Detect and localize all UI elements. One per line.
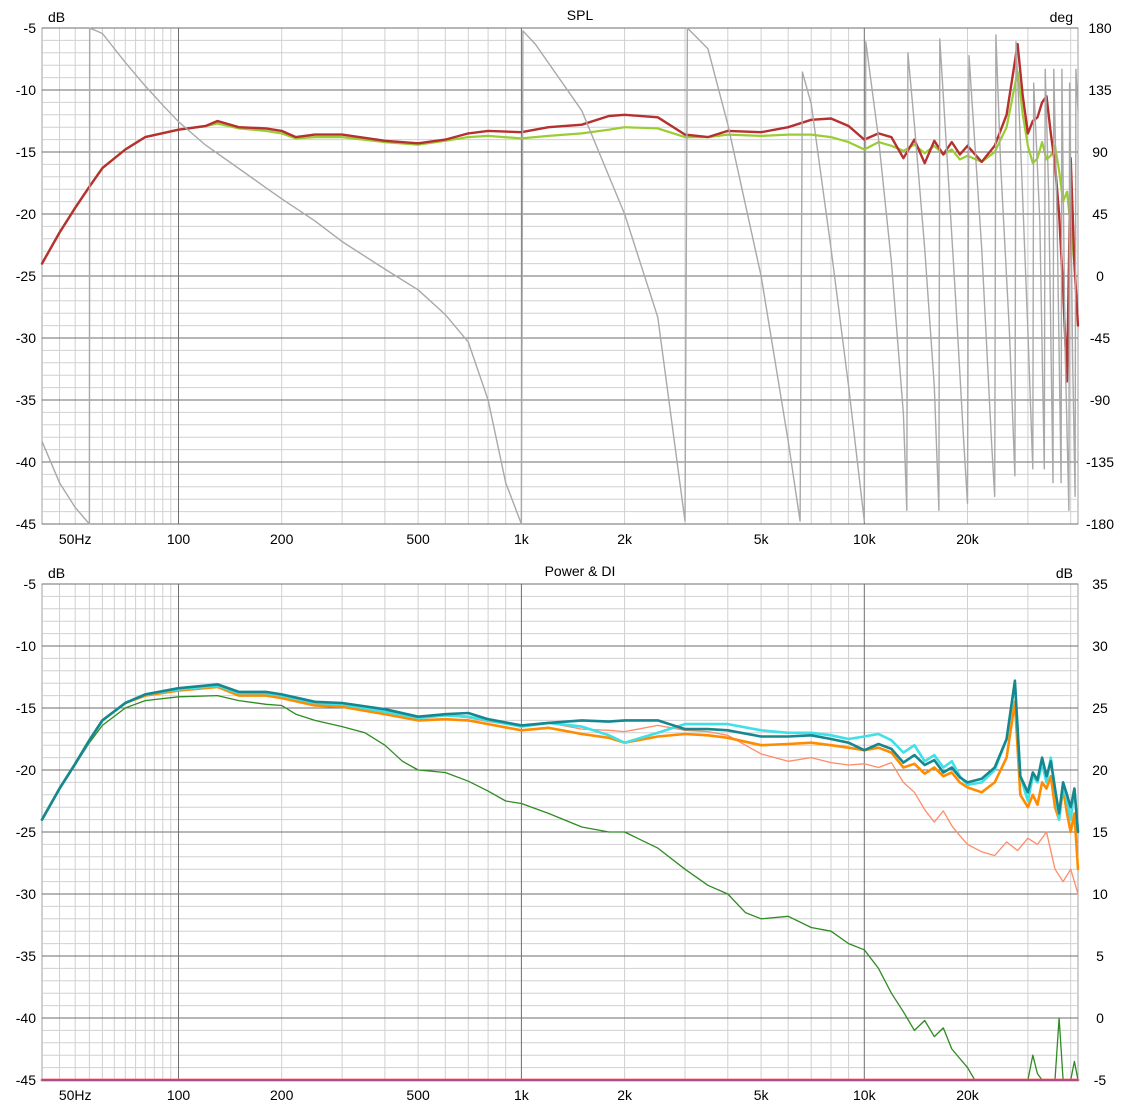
x-tick-label: 20k [956, 531, 980, 547]
y2-tick-label: -5 [1094, 1072, 1107, 1088]
x-tick-label: 2k [617, 1087, 633, 1103]
y2-tick-label: 15 [1092, 824, 1108, 840]
y2-tick-label: 180 [1088, 20, 1112, 36]
x-tick-label: 100 [167, 531, 191, 547]
y2-tick-label: 45 [1092, 206, 1108, 222]
y-tick-label: -15 [16, 700, 36, 716]
x-tick-label: 1k [514, 1087, 530, 1103]
y-tick-label: -30 [16, 330, 36, 346]
grid [42, 28, 1078, 524]
y2-tick-label: -180 [1086, 516, 1114, 532]
x-tick-label: 50Hz [59, 1087, 92, 1103]
y2-axis-label: dB [1056, 565, 1073, 581]
y2-tick-label: 10 [1092, 886, 1108, 902]
chart-title: Power & DI [545, 563, 616, 579]
y-tick-label: -10 [16, 638, 36, 654]
x-tick-label: 10k [853, 1087, 877, 1103]
y-tick-label: -10 [16, 82, 36, 98]
x-tick-label: 100 [167, 1087, 191, 1103]
y-tick-label: -40 [16, 1010, 36, 1026]
x-tick-label: 10k [853, 531, 877, 547]
x-tick-label: 500 [406, 531, 430, 547]
x-tick-label: 200 [270, 531, 294, 547]
x-tick-label: 2k [617, 531, 633, 547]
x-tick-label: 1k [514, 531, 530, 547]
y-tick-label: -20 [16, 206, 36, 222]
y2-tick-label: -135 [1086, 454, 1114, 470]
x-tick-label: 200 [270, 1087, 294, 1103]
y2-tick-label: 35 [1092, 576, 1108, 592]
y-tick-label: -45 [16, 516, 36, 532]
y-tick-label: -25 [16, 268, 36, 284]
y2-tick-label: 135 [1088, 82, 1112, 98]
x-tick-label: 5k [754, 531, 770, 547]
y2-tick-label: 0 [1096, 268, 1104, 284]
y-tick-label: -25 [16, 824, 36, 840]
y-tick-label: -45 [16, 1072, 36, 1088]
x-tick-label: 5k [754, 1087, 770, 1103]
y2-tick-label: -45 [1090, 330, 1110, 346]
y-tick-label: -35 [16, 392, 36, 408]
y2-tick-label: 30 [1092, 638, 1108, 654]
y2-tick-label: 90 [1092, 144, 1108, 160]
y-axis-label: dB [48, 9, 65, 25]
y-tick-label: -35 [16, 948, 36, 964]
spl-chart: SPL dB deg 50Hz 100 200 500 1k 2k 5k 10k 20k -5 -10 -1… [0, 0, 1122, 550]
grid [42, 584, 1078, 1080]
y2-tick-label: 20 [1092, 762, 1108, 778]
y2-axis-label: deg [1050, 9, 1073, 25]
x-tick-label: 50Hz [59, 531, 92, 547]
y2-tick-label: 5 [1096, 948, 1104, 964]
x-tick-label: 500 [406, 1087, 430, 1103]
y-tick-label: -40 [16, 454, 36, 470]
y-axis-label: dB [48, 565, 65, 581]
x-tick-label: 20k [956, 1087, 980, 1103]
y-tick-label: -5 [24, 576, 37, 592]
y-tick-label: -20 [16, 762, 36, 778]
chart-title: SPL [567, 7, 594, 23]
y-tick-label: -30 [16, 886, 36, 902]
y-tick-label: -5 [24, 20, 37, 36]
y2-tick-label: 0 [1096, 1010, 1104, 1026]
y2-tick-label: -90 [1090, 392, 1110, 408]
y2-tick-label: 25 [1092, 700, 1108, 716]
y-tick-label: -15 [16, 144, 36, 160]
